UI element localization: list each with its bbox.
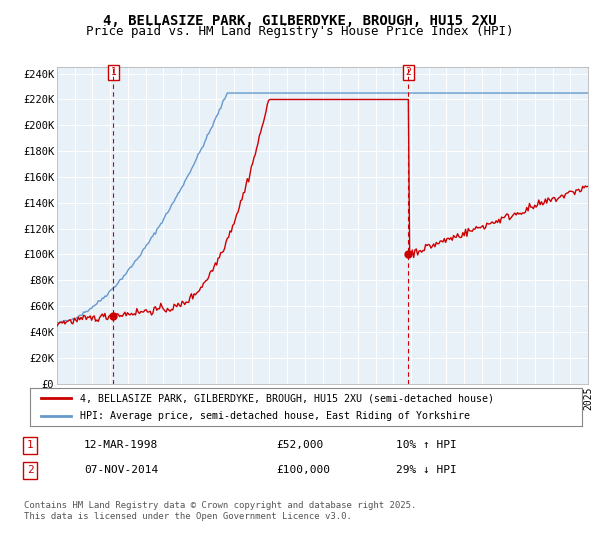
Text: 07-NOV-2014: 07-NOV-2014 bbox=[84, 465, 158, 475]
Text: 4, BELLASIZE PARK, GILBERDYKE, BROUGH, HU15 2XU (semi-detached house): 4, BELLASIZE PARK, GILBERDYKE, BROUGH, H… bbox=[80, 393, 494, 403]
Text: HPI: Average price, semi-detached house, East Riding of Yorkshire: HPI: Average price, semi-detached house,… bbox=[80, 411, 470, 421]
Text: 2: 2 bbox=[406, 67, 411, 77]
Text: 12-MAR-1998: 12-MAR-1998 bbox=[84, 440, 158, 450]
Text: 1: 1 bbox=[26, 440, 34, 450]
Text: 1: 1 bbox=[110, 67, 116, 77]
Text: Contains HM Land Registry data © Crown copyright and database right 2025.
This d: Contains HM Land Registry data © Crown c… bbox=[24, 501, 416, 521]
Text: 4, BELLASIZE PARK, GILBERDYKE, BROUGH, HU15 2XU: 4, BELLASIZE PARK, GILBERDYKE, BROUGH, H… bbox=[103, 14, 497, 28]
Text: £52,000: £52,000 bbox=[276, 440, 323, 450]
Text: 2: 2 bbox=[26, 465, 34, 475]
Text: Price paid vs. HM Land Registry's House Price Index (HPI): Price paid vs. HM Land Registry's House … bbox=[86, 25, 514, 38]
Text: 29% ↓ HPI: 29% ↓ HPI bbox=[396, 465, 457, 475]
Text: 10% ↑ HPI: 10% ↑ HPI bbox=[396, 440, 457, 450]
Text: £100,000: £100,000 bbox=[276, 465, 330, 475]
